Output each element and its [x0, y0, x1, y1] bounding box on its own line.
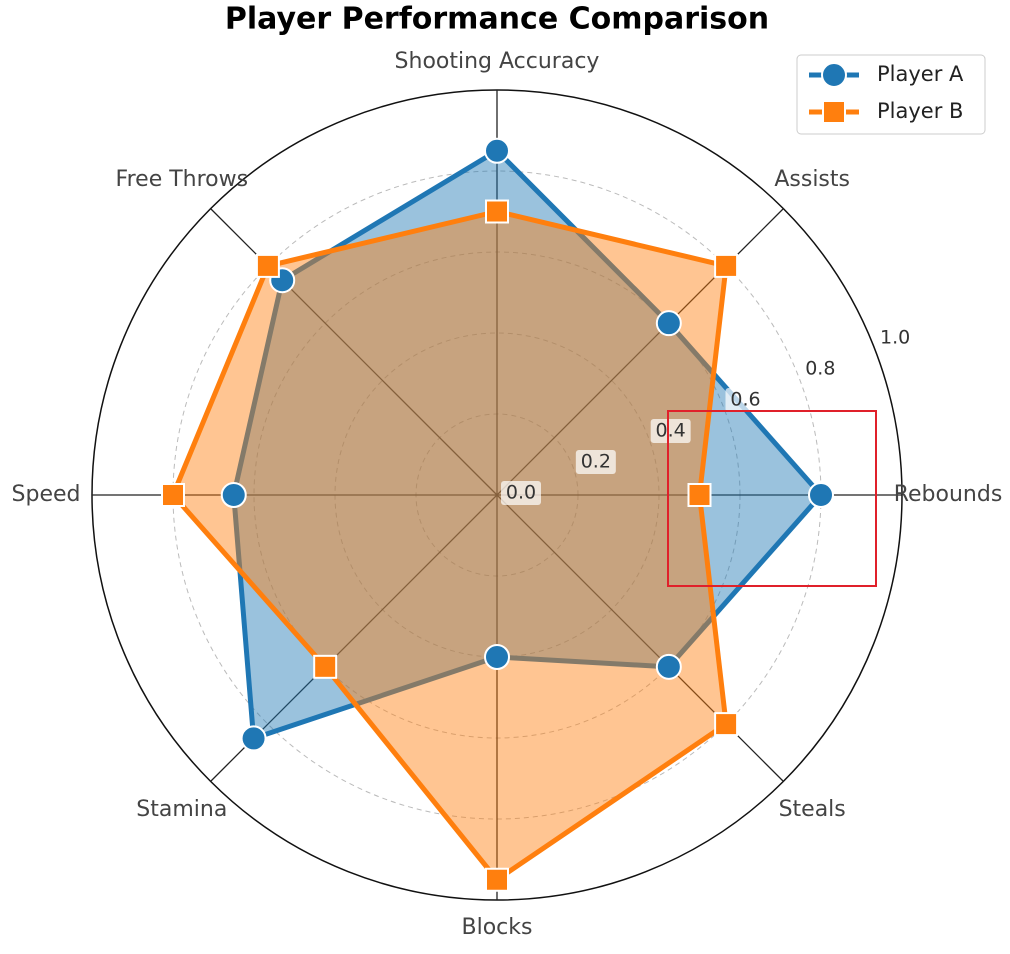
marker — [313, 654, 338, 679]
marker — [240, 725, 267, 752]
tick-label-bg — [875, 326, 916, 351]
marker — [255, 253, 280, 278]
legend-label: Player B — [877, 99, 963, 123]
category-label: Speed — [12, 482, 81, 507]
category-label: Blocks — [462, 915, 533, 940]
tick-label-bg — [650, 419, 691, 444]
marker — [714, 712, 739, 737]
legend-label: Player A — [877, 62, 964, 86]
legend: Player A Player B — [796, 54, 986, 135]
marker — [485, 867, 509, 892]
tick-label-bg — [725, 388, 766, 413]
plot — [161, 137, 834, 892]
tick-label: 0.2 — [581, 451, 611, 473]
marker — [484, 644, 510, 670]
legend-marker — [821, 62, 847, 88]
category-label: Assists — [774, 167, 850, 192]
highlight-box — [667, 410, 877, 587]
marker — [655, 653, 682, 680]
marker — [220, 482, 247, 508]
marker — [655, 310, 682, 337]
tick-label: 0.6 — [730, 389, 760, 411]
category-label: Free Throws — [116, 167, 249, 192]
category-label: Stamina — [136, 797, 227, 822]
category-label: Rebounds — [894, 482, 1003, 507]
category-label: Shooting Accuracy — [395, 49, 600, 74]
marker — [161, 483, 185, 507]
tick-label-bg — [501, 481, 541, 505]
tick-label-bg — [575, 450, 616, 475]
legend-marker — [822, 100, 846, 124]
marker — [484, 137, 510, 164]
tick-label: 0.0 — [506, 482, 536, 504]
tick-label-bg — [800, 357, 841, 382]
chart-title: Player Performance Comparison — [225, 2, 769, 37]
series-area — [170, 209, 729, 883]
marker — [714, 253, 739, 278]
category-label: Steals — [779, 797, 846, 822]
tick-label: 0.8 — [805, 358, 835, 380]
labels: Shooting Accuracy Assists Rebounds Steals Bl… — [12, 49, 1003, 940]
marker — [485, 199, 509, 224]
tick-label: 1.0 — [880, 327, 910, 349]
marker — [687, 483, 712, 507]
marker — [808, 482, 834, 508]
tick-label: 0.4 — [656, 420, 686, 442]
